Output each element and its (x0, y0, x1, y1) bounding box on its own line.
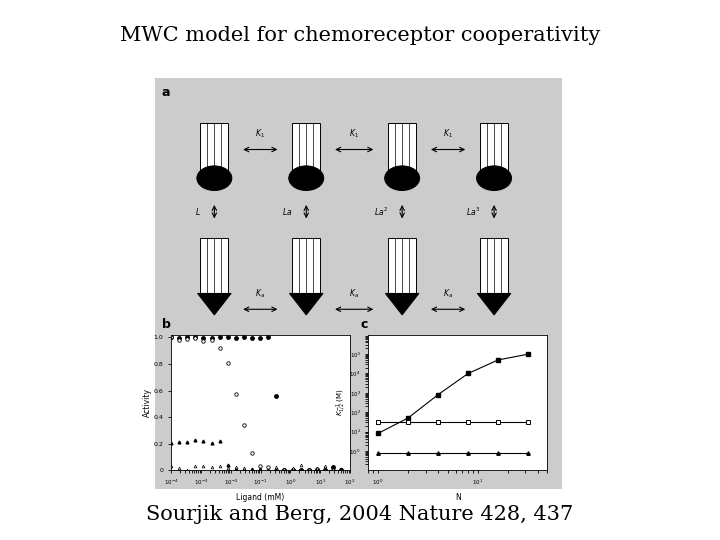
Text: $K_1$: $K_1$ (349, 127, 359, 140)
Bar (200, 238, 228, 293)
Bar (388, 123, 416, 178)
Bar (155, 78, 562, 489)
X-axis label: N: N (455, 492, 461, 502)
Ellipse shape (289, 166, 324, 191)
Polygon shape (385, 293, 419, 315)
Text: $La^3$: $La^3$ (466, 206, 480, 218)
Text: a: a (162, 86, 171, 99)
Bar (200, 123, 228, 178)
Text: MWC model for chemoreceptor cooperativity: MWC model for chemoreceptor cooperativit… (120, 25, 600, 45)
Text: $La$: $La$ (282, 206, 292, 217)
Bar (292, 238, 320, 293)
Text: $L$: $L$ (194, 206, 200, 217)
Y-axis label: Activity: Activity (143, 388, 152, 417)
Bar (292, 123, 320, 178)
Ellipse shape (384, 166, 420, 191)
Text: $K_a$: $K_a$ (349, 287, 359, 300)
Text: c: c (360, 319, 368, 332)
Text: $K_1$: $K_1$ (256, 127, 265, 140)
Y-axis label: $K_{1/2}^{-1}$ (M): $K_{1/2}^{-1}$ (M) (334, 389, 348, 416)
X-axis label: Ligand (mM): Ligand (mM) (236, 492, 284, 502)
Text: Sourjik and Berg, 2004 Nature 428, 437: Sourjik and Berg, 2004 Nature 428, 437 (146, 504, 574, 524)
Bar (480, 238, 508, 293)
Text: $K_a$: $K_a$ (256, 287, 265, 300)
Text: $K_1$: $K_1$ (444, 127, 453, 140)
Text: $La^2$: $La^2$ (374, 206, 388, 218)
Polygon shape (197, 293, 231, 315)
Text: b: b (162, 319, 171, 332)
Bar (480, 123, 508, 178)
Polygon shape (289, 293, 323, 315)
Bar (388, 238, 416, 293)
Ellipse shape (197, 166, 232, 191)
Ellipse shape (477, 166, 511, 191)
Polygon shape (477, 293, 511, 315)
Text: $K_a$: $K_a$ (443, 287, 453, 300)
